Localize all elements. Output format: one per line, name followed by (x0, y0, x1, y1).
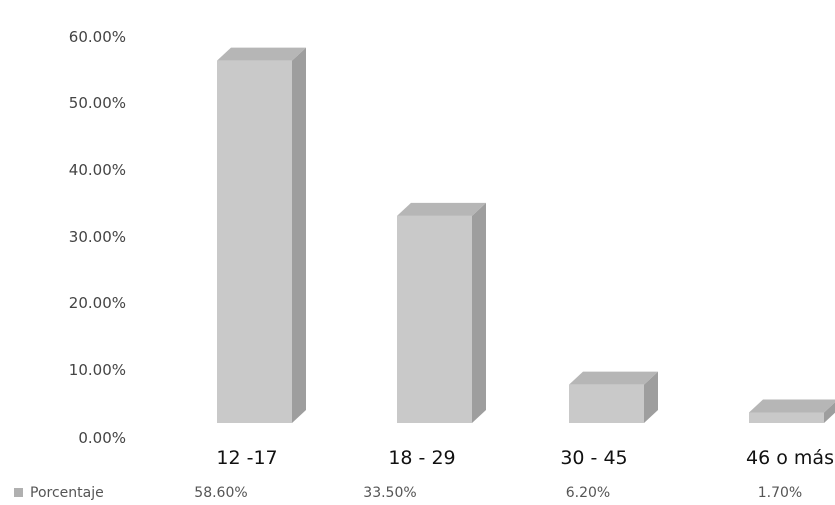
legend-marker (14, 488, 23, 497)
bar (397, 215, 472, 423)
legend-table: Porcentaje (14, 485, 104, 501)
bars (217, 47, 835, 423)
data-label: 6.20% (566, 485, 610, 501)
bar (749, 412, 824, 423)
data-table-values: 58.60% 33.50% 6.20% 1.70% (194, 485, 802, 501)
bar-side (644, 371, 658, 423)
bar (569, 384, 644, 423)
y-tick-label: 10.00% (69, 361, 126, 379)
y-tick-label: 0.00% (78, 429, 126, 447)
y-tick-label: 20.00% (69, 294, 126, 312)
data-label: 1.70% (758, 485, 802, 501)
y-axis: 0.00% 10.00% 20.00% 30.00% 40.00% 50.00% 60.00… (69, 28, 126, 447)
bar-top (749, 399, 835, 413)
y-tick-label: 50.00% (69, 94, 126, 112)
y-tick-label: 30.00% (69, 228, 126, 246)
category-label: 12 -17 (216, 447, 277, 469)
bar-top (397, 202, 486, 216)
bar (217, 60, 292, 423)
legend-label: Porcentaje (30, 485, 104, 501)
category-label: 30 - 45 (560, 447, 627, 469)
bar-top (569, 371, 658, 385)
y-tick-label: 60.00% (69, 28, 126, 46)
y-tick-label: 40.00% (69, 161, 126, 179)
bar-top (217, 47, 306, 61)
category-labels: 12 -17 18 - 29 30 - 45 46 o más (216, 447, 834, 469)
bar-side (292, 47, 306, 423)
category-label: 18 - 29 (388, 447, 455, 469)
data-label: 58.60% (194, 485, 247, 501)
bar-side (472, 202, 486, 423)
data-label: 33.50% (363, 485, 416, 501)
category-label: 46 o más (746, 447, 834, 469)
bar-side (824, 402, 835, 423)
